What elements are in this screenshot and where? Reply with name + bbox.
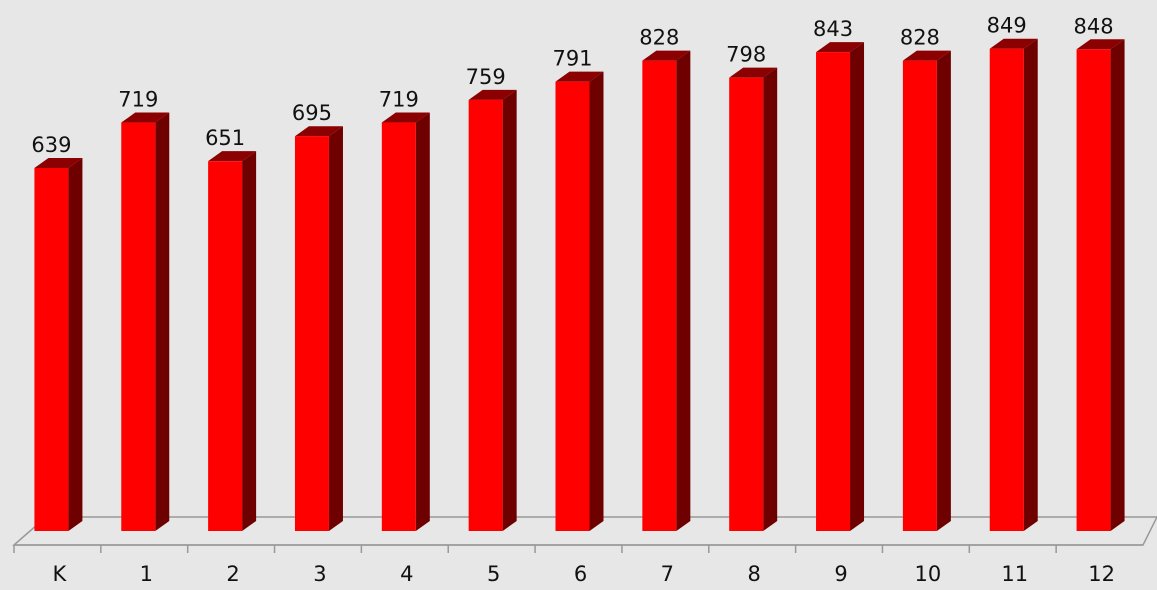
bar-front-face	[729, 77, 764, 531]
bar-front-face	[121, 122, 156, 532]
x-tick-label: 1	[140, 562, 153, 586]
bar-top-face	[555, 71, 604, 82]
bar-top-face	[294, 126, 343, 137]
bar-side-face	[68, 158, 83, 531]
bar-side-face	[850, 42, 865, 532]
bar-5	[468, 89, 517, 531]
bar-front-face	[642, 60, 677, 532]
bar-top-face	[381, 112, 430, 123]
bar-6	[555, 71, 604, 531]
bar-front-face	[208, 161, 243, 531]
x-tick-label: 8	[748, 562, 761, 586]
bar-10	[902, 50, 951, 532]
data-label: 695	[292, 101, 332, 125]
bar-front-face	[468, 99, 503, 531]
bar-top-face	[1076, 39, 1125, 50]
bar-top-face	[902, 50, 951, 61]
data-label: 848	[1074, 14, 1114, 38]
bar-side-face	[936, 50, 951, 532]
bar-side-face	[589, 71, 604, 531]
x-tick-label: 2	[226, 562, 239, 586]
x-axis-tick-labels: K 1 2 3 4 5 6 7 8 9 10 11 12	[53, 562, 1115, 586]
bar-K	[34, 158, 83, 531]
bar-top-face	[729, 67, 778, 78]
bar-front-face	[902, 60, 937, 532]
x-tick-label: 3	[313, 562, 326, 586]
bar-front-face	[381, 122, 416, 532]
bar-front-face	[816, 52, 851, 532]
x-tick-label: 5	[487, 562, 500, 586]
data-label: 798	[726, 43, 766, 67]
bar-front-face	[555, 81, 590, 531]
data-labels-group: 639 719 651 695 719 759 791 828 798 843 828 849 848	[31, 14, 1113, 157]
data-label: 639	[31, 133, 71, 157]
bar-4	[381, 112, 430, 532]
bar-front-face	[294, 136, 329, 531]
bar-side-face	[763, 67, 778, 531]
x-tick-label: 11	[1001, 562, 1028, 586]
bar-side-face	[328, 126, 343, 531]
bar-12	[1076, 39, 1125, 531]
bar-top-face	[468, 89, 517, 100]
data-label: 719	[379, 88, 419, 112]
bar-top-face	[208, 151, 257, 162]
data-label: 791	[552, 47, 592, 71]
x-tick-label: K	[53, 562, 68, 586]
bar-top-face	[34, 158, 83, 168]
bar-front-face	[34, 168, 69, 531]
x-tick-label: 4	[400, 562, 413, 586]
bar-7	[642, 50, 691, 532]
data-label: 651	[205, 126, 245, 150]
bar-9	[816, 42, 865, 532]
bar-3	[294, 126, 343, 531]
bar-side-face	[676, 50, 691, 532]
bar-1	[121, 112, 170, 532]
x-tick-label: 6	[574, 562, 587, 586]
data-label: 759	[466, 65, 506, 89]
data-label: 828	[639, 26, 679, 50]
bar-side-face	[502, 89, 517, 531]
bar-front-face	[1076, 49, 1111, 531]
x-tick-label: 9	[834, 562, 847, 586]
bar-top-face	[642, 50, 691, 61]
bar-front-face	[989, 48, 1024, 531]
bar-side-face	[1023, 38, 1038, 531]
data-label: 849	[987, 14, 1027, 38]
bar-side-face	[242, 151, 257, 531]
bar-side-face	[1110, 39, 1125, 531]
x-tick-label: 12	[1088, 562, 1115, 586]
x-tick-label: 7	[661, 562, 674, 586]
x-tick-label: 10	[915, 562, 942, 586]
data-label: 828	[900, 26, 940, 50]
bar-side-face	[155, 112, 170, 532]
bar-11	[989, 38, 1038, 531]
bar-side-face	[415, 112, 430, 532]
data-label: 719	[118, 88, 158, 112]
bar-2	[208, 151, 257, 531]
bar-top-face	[816, 42, 865, 53]
bars-group	[34, 38, 1125, 532]
bar-top-face	[121, 112, 170, 123]
data-label: 843	[813, 17, 853, 41]
bar-top-face	[989, 38, 1038, 49]
bar-8	[729, 67, 778, 531]
